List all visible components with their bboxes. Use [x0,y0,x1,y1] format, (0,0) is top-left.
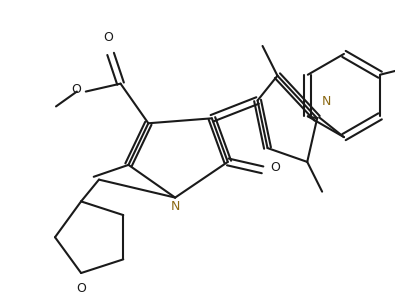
Text: N: N [170,199,180,213]
Text: O: O [76,282,86,295]
Text: O: O [71,83,81,96]
Text: N: N [322,95,331,108]
Text: O: O [270,161,280,174]
Text: O: O [104,31,114,44]
